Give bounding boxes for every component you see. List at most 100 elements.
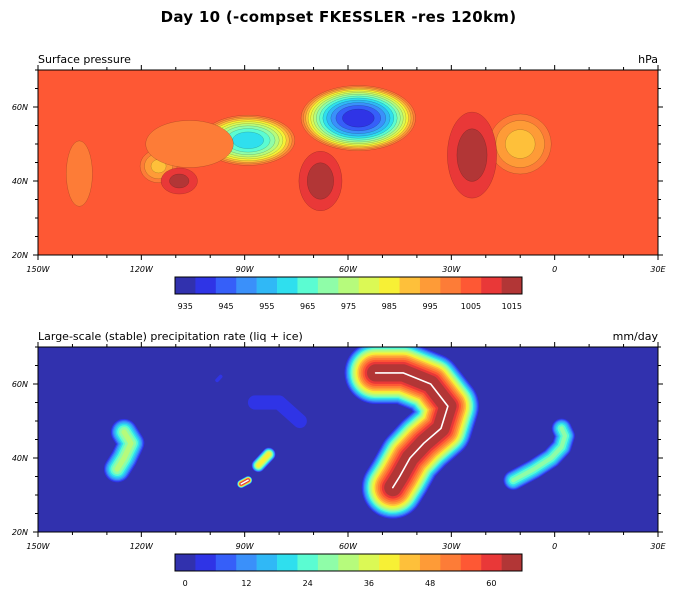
colorbar-tick-label: 965 — [300, 302, 315, 311]
colorbar-swatch-16 — [501, 554, 523, 571]
colorbar-tick-label: 60 — [486, 579, 496, 588]
colorbar-swatch-8 — [338, 277, 359, 294]
y-tick-label: 60N — [12, 380, 28, 389]
colorbar-swatch-12 — [419, 554, 441, 571]
colorbar-swatch-15 — [481, 554, 502, 571]
x-tick-label: 120W — [130, 542, 154, 551]
y-tick-label: 20N — [12, 528, 28, 537]
precip-contour-4 — [247, 395, 307, 429]
colorbar-swatch-6 — [297, 277, 319, 294]
pressure-low-0 — [300, 85, 416, 151]
pressure-high-8 — [160, 167, 198, 195]
precip-band-atlantic-front — [344, 347, 479, 519]
panel2-title-left: Large-scale (stable) precipitation rate … — [38, 330, 303, 343]
panel2-title-right: mm/day — [612, 330, 658, 343]
x-tick-label: 150W — [26, 542, 50, 551]
colorbar-swatch-1 — [195, 277, 217, 294]
x-tick-label: 150W — [26, 265, 50, 274]
x-tick-label: 90W — [236, 265, 255, 274]
colorbar-swatch-11 — [399, 277, 421, 294]
colorbar-tick-label: 36 — [364, 579, 374, 588]
precip-contour-4 — [215, 374, 223, 383]
colorbar-tick-label: 975 — [341, 302, 356, 311]
colorbar-swatch-10 — [379, 554, 400, 571]
pressure-contour-1015 — [456, 128, 488, 182]
colorbar-swatch-7 — [317, 277, 339, 294]
colorbar-tick-label: 945 — [218, 302, 233, 311]
x-tick-label: 60W — [339, 542, 358, 551]
precip-band-mid-blob — [251, 447, 276, 473]
colorbar-tick-label: 995 — [423, 302, 438, 311]
colorbar-swatch-14 — [460, 277, 482, 294]
colorbar-swatch-15 — [481, 277, 502, 294]
x-tick-label: 30E — [650, 542, 666, 551]
y-tick-label: 20N — [12, 251, 28, 260]
panel1-title-right: hPa — [638, 53, 658, 66]
colorbar-swatch-7 — [317, 554, 339, 571]
pressure-low-2 — [488, 113, 552, 175]
pressure-contour-940 — [342, 108, 375, 128]
y-tick-label: 40N — [12, 454, 28, 463]
colorbar-tick-label: 985 — [382, 302, 397, 311]
colorbar-swatch-2 — [215, 554, 237, 571]
pressure-low-4 — [66, 140, 93, 207]
x-tick-label: 60W — [339, 265, 358, 274]
precip-overflow-contour — [240, 479, 249, 485]
x-tick-label: 0 — [552, 542, 557, 551]
precip-band-east-band — [503, 418, 575, 491]
colorbar-tick-label: 1015 — [502, 302, 522, 311]
colorbar-swatch-0 — [175, 277, 196, 294]
colorbar-swatch-1 — [195, 554, 217, 571]
colorbar: 935 945 955 965 975 985 995 1005 1015 — [174, 276, 523, 311]
pressure-high-7 — [298, 150, 343, 212]
colorbar-swatch-6 — [297, 554, 319, 571]
x-tick-label: 30W — [442, 265, 461, 274]
y-tick-label: 60N — [12, 103, 28, 112]
x-tick-label: 30W — [442, 542, 461, 551]
colorbar-swatch-13 — [440, 554, 462, 571]
colorbar: 0 12 24 36 48 60 — [174, 553, 523, 588]
y-tick-label: 40N — [12, 177, 28, 186]
colorbar-swatch-5 — [277, 277, 298, 294]
colorbar-swatch-10 — [379, 277, 400, 294]
precip-contour-32 — [114, 429, 134, 472]
colorbar-swatch-12 — [419, 277, 441, 294]
colorbar-swatch-4 — [256, 554, 278, 571]
pressure-low-5 — [145, 120, 234, 168]
pressure-contour-960 — [232, 131, 264, 149]
precip-contour-40 — [256, 452, 271, 468]
colorbar-tick-label: 48 — [425, 579, 435, 588]
colorbar-tick-label: 1005 — [461, 302, 481, 311]
colorbar-tick-label: 935 — [178, 302, 193, 311]
precip-band-small-blob — [215, 374, 223, 383]
colorbar-swatch-11 — [399, 554, 421, 571]
colorbar-swatch-3 — [236, 277, 257, 294]
pressure-contour-1015 — [306, 162, 334, 200]
precipitation-panel: 150W 120W 90W 60W 30W 0 30E 20N 40N 60N 0 12 24 36 48 6… — [12, 342, 667, 588]
pressure-contour-990 — [505, 129, 536, 159]
colorbar-swatch-9 — [358, 277, 380, 294]
pressure-contour-1015 — [169, 173, 190, 189]
x-tick-label: 0 — [552, 265, 557, 274]
colorbar-swatch-8 — [338, 554, 359, 571]
panel1-title-left: Surface pressure — [38, 53, 131, 66]
precip-band-hot-spot — [237, 476, 253, 489]
x-tick-label: 30E — [650, 265, 666, 274]
pressure-contour-1000 — [66, 140, 93, 207]
pressure-high-6 — [447, 111, 497, 199]
colorbar-swatch-13 — [440, 277, 462, 294]
colorbar-frame — [174, 553, 523, 572]
precip-contour-28 — [511, 426, 568, 483]
colorbar-tick-label: 24 — [303, 579, 313, 588]
colorbar-swatch-3 — [236, 554, 257, 571]
colorbar-tick-label: 955 — [259, 302, 274, 311]
colorbar-swatch-5 — [277, 554, 298, 571]
x-tick-label: 90W — [236, 542, 255, 551]
colorbar-frame — [174, 276, 523, 295]
x-tick-label: 120W — [130, 265, 154, 274]
colorbar-swatch-16 — [501, 277, 523, 294]
colorbar-swatch-14 — [460, 554, 482, 571]
colorbar-swatch-2 — [215, 277, 237, 294]
colorbar-tick-label: 0 — [183, 579, 188, 588]
